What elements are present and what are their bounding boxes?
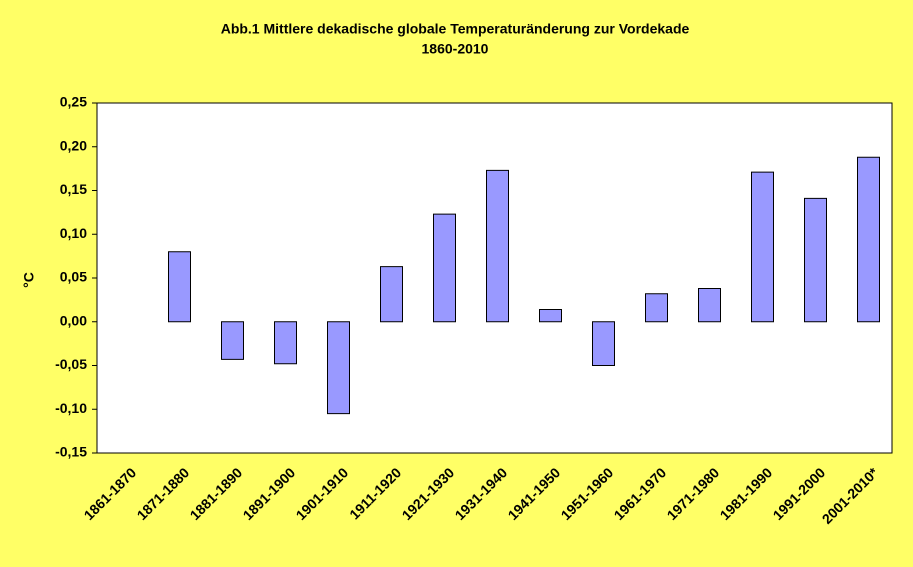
bar: [751, 171, 774, 323]
bar: [327, 321, 350, 415]
bar: [698, 288, 721, 323]
bar: [486, 169, 509, 323]
bar: [645, 293, 668, 323]
bar: [804, 197, 827, 323]
y-tick-label: 0,10: [60, 225, 87, 241]
bar: [592, 321, 615, 366]
y-tick-label: 0,25: [60, 94, 87, 110]
bar: [221, 321, 244, 360]
bar: [168, 251, 191, 323]
y-tick-label: 0,20: [60, 137, 87, 153]
chart-subtitle: 1860-2010: [422, 41, 489, 57]
y-axis-label: °C: [21, 272, 37, 288]
bar: [539, 309, 562, 323]
y-tick-label: 0,00: [60, 312, 87, 328]
y-tick-label: 0,05: [60, 269, 87, 285]
y-tick-label: -0,05: [55, 356, 87, 372]
bar: [274, 321, 297, 365]
y-tick-label: -0,10: [55, 400, 87, 416]
y-tick-label: 0,15: [60, 181, 87, 197]
chart-title: Abb.1 Mittlere dekadische globale Temper…: [221, 21, 690, 37]
bar: [380, 266, 403, 323]
y-tick-label: -0,15: [55, 444, 87, 460]
bar: [433, 213, 456, 323]
bar: [857, 156, 880, 323]
